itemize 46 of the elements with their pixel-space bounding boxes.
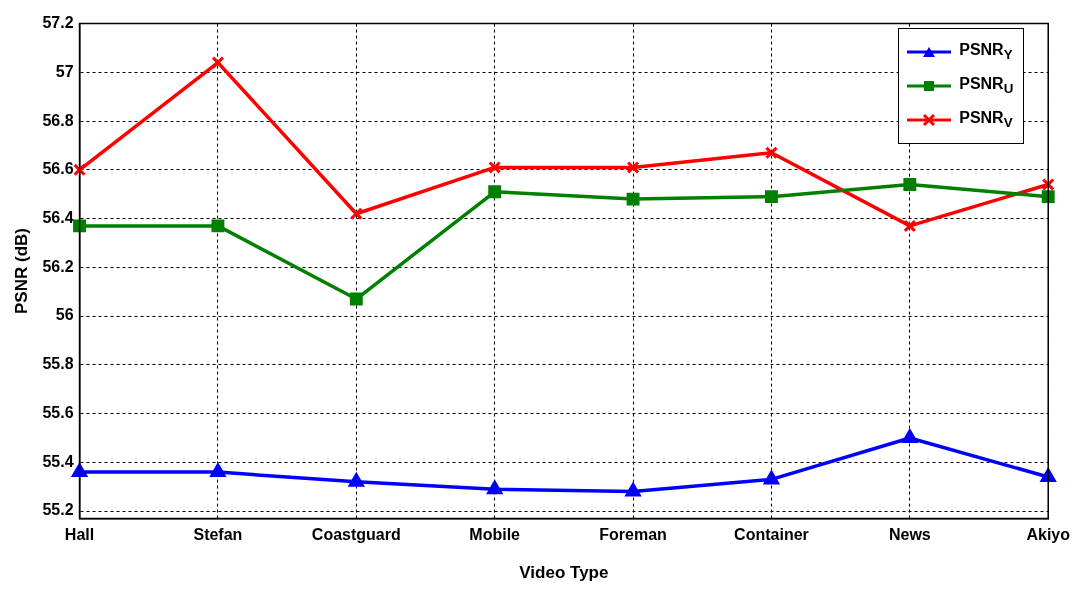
x-axis-title: Video Type <box>519 563 609 583</box>
point <box>211 56 225 70</box>
point <box>211 219 225 233</box>
point <box>626 160 640 174</box>
y-tick-label: 56.4 <box>42 209 74 226</box>
point <box>765 190 778 204</box>
point <box>488 160 502 174</box>
point <box>763 470 780 485</box>
point <box>488 185 502 199</box>
point <box>1041 178 1055 191</box>
point <box>903 178 917 191</box>
point <box>73 163 86 177</box>
x-tick-label: News <box>888 526 931 544</box>
y-tick-label: 55.6 <box>42 404 74 421</box>
legend-label: PSNR$_{V}$ <box>959 109 1013 131</box>
x-tick-label: Container <box>734 526 809 544</box>
y-axis-title: PSNR (dB) <box>11 228 31 314</box>
point <box>902 429 918 443</box>
y-tick-label: 55.2 <box>42 501 74 519</box>
y-tick-label: 56 <box>55 306 74 324</box>
legend-label: PSNR$_{U}$ <box>959 75 1014 97</box>
y-tick-label: 56.2 <box>42 257 74 275</box>
y-tick-label: 57.2 <box>42 14 74 32</box>
x-tick-label: Mobile <box>469 526 521 544</box>
x-tick-label: Akiyo <box>1026 526 1071 544</box>
point <box>349 207 363 221</box>
y-tick-label: 55.8 <box>42 355 74 373</box>
point <box>348 473 364 487</box>
point <box>210 463 226 478</box>
point <box>765 146 778 160</box>
point <box>903 219 917 233</box>
x-tick-label: Coastguard <box>311 526 401 544</box>
x-tick-label: Foreman <box>599 526 667 544</box>
point <box>626 192 640 206</box>
y-tick-label: 56.8 <box>42 111 74 129</box>
x-tick-label: Hall <box>64 526 95 544</box>
point <box>73 219 86 233</box>
y-tick-label: 57 <box>55 62 74 80</box>
x-tick-label: Stefan <box>193 526 243 544</box>
legend-label: PSNR$_{Y}$ <box>959 41 1013 63</box>
point <box>625 483 641 497</box>
point <box>1041 190 1055 204</box>
point <box>349 292 363 306</box>
y-tick-label: 56.6 <box>42 160 74 178</box>
y-tick-label: 55.4 <box>42 452 74 470</box>
point <box>487 480 503 495</box>
